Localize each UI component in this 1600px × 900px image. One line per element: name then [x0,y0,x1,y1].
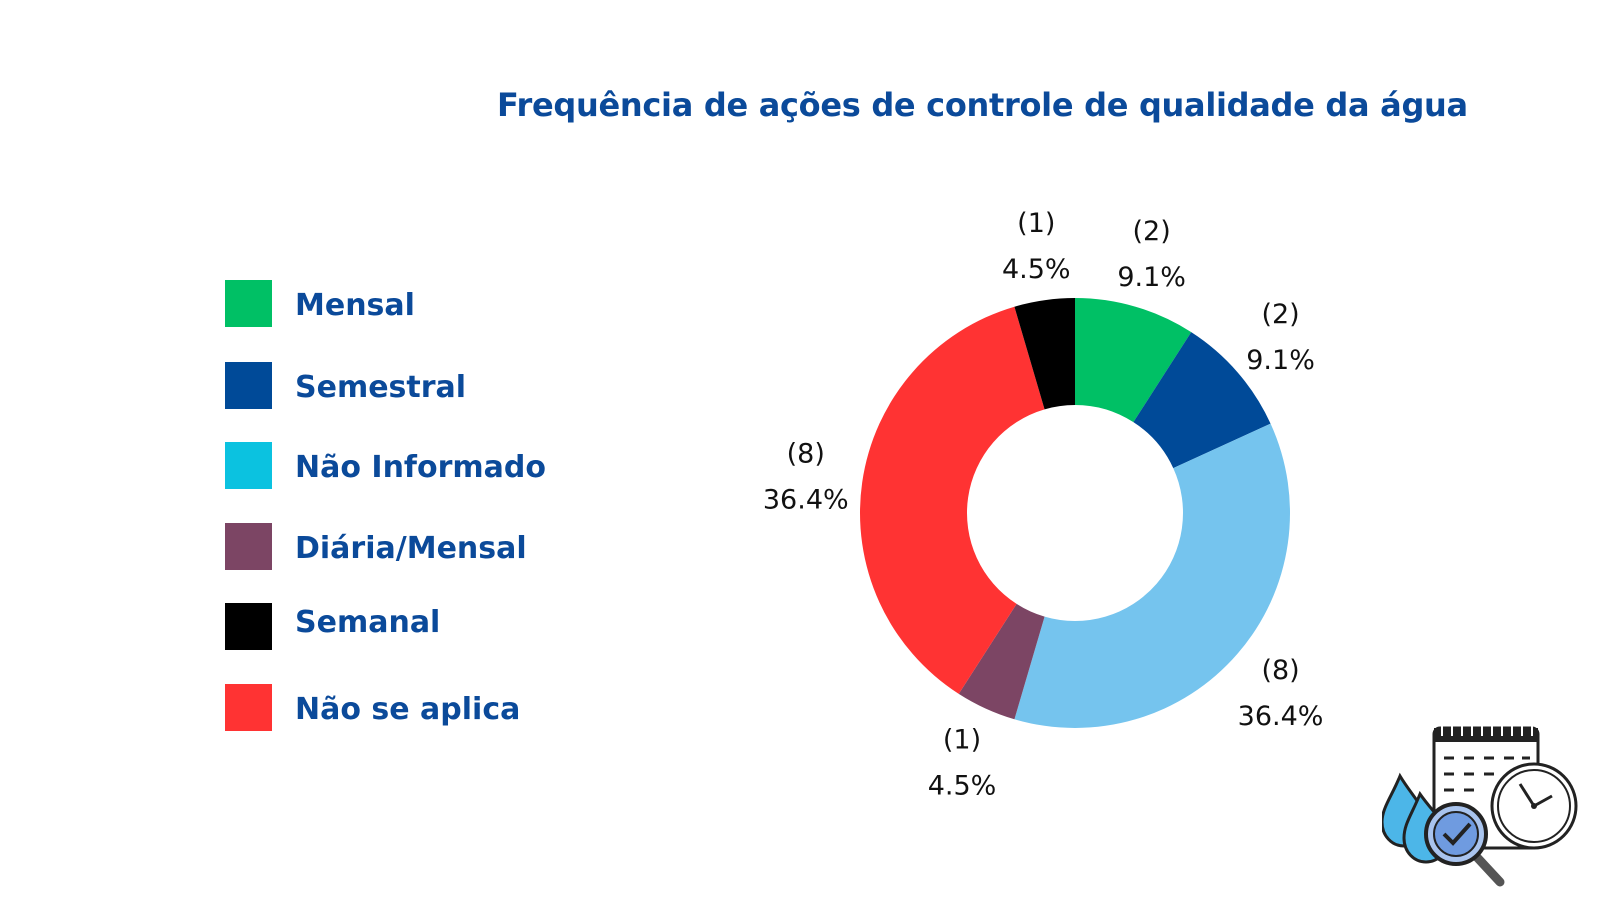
slice-percent-label: 9.1% [1246,345,1315,376]
chart-title: Frequência de ações de controle de quali… [497,86,1468,124]
calendar-clock-water-inspection-icon [1382,726,1578,887]
legend-label: Não se aplica [295,692,521,727]
donut-slice-4 [860,306,1045,694]
legend-label: Não Informado [295,450,546,485]
legend-item-mensal: Mensal [225,280,645,328]
slice-count-label: (8) [1261,655,1299,686]
legend-swatch [225,603,272,650]
slice-count-label: (1) [1017,208,1055,239]
legend-item-nao-se-aplica: Não se aplica [225,684,645,732]
slice-count-label: (1) [943,724,981,755]
legend-label: Diária/Mensal [295,531,527,566]
donut-slice-0 [1075,298,1192,423]
legend-label: Mensal [295,288,415,323]
legend-swatch [225,442,272,489]
donut-slice-1 [1133,332,1271,469]
legend-swatch [225,362,272,409]
legend-item-diaria-mensal: Diária/Mensal [225,523,645,571]
slice-percent-label: 9.1% [1117,262,1186,293]
donut-slice-2 [1014,423,1291,729]
legend-item-semanal: Semanal [225,603,645,651]
legend-item-nao-informado: Não Informado [225,442,645,490]
legend-swatch [225,684,272,731]
slice-percent-label: 4.5% [928,770,997,801]
donut-slice-3 [958,603,1045,720]
legend-swatch [225,280,272,327]
legend-item-semestral: Semestral [225,362,645,410]
slice-count-label: (2) [1261,299,1299,330]
legend-label: Semanal [295,605,441,640]
donut-slice-5 [1014,298,1075,410]
slice-percent-label: 36.4% [763,484,849,515]
legend-label: Semestral [295,370,467,405]
slice-percent-label: 4.5% [1002,254,1071,285]
legend-swatch [225,523,272,570]
slice-count-label: (8) [787,438,825,469]
slice-count-label: (2) [1133,216,1171,247]
slice-percent-label: 36.4% [1238,701,1324,732]
